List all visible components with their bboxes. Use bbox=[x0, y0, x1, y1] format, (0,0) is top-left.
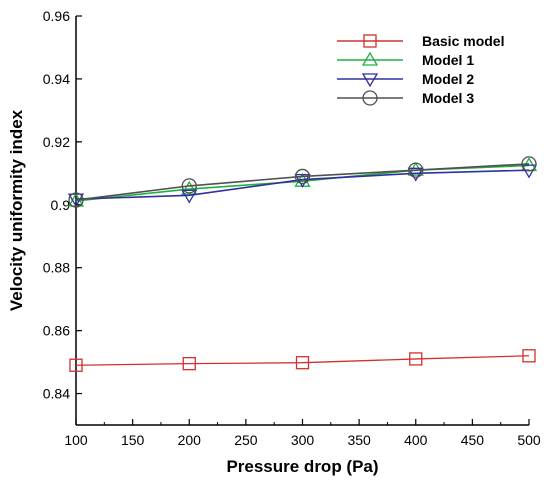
x-tick-label: 450 bbox=[461, 432, 485, 448]
y-tick-label: 0.94 bbox=[43, 71, 70, 87]
series-layer bbox=[67, 156, 538, 372]
legend-marker bbox=[363, 34, 377, 48]
y-tick-label: 0.96 bbox=[43, 8, 70, 24]
series-model-2 bbox=[67, 164, 538, 208]
data-point bbox=[408, 162, 424, 178]
legend-marker bbox=[361, 73, 379, 88]
x-tick-label: 400 bbox=[404, 432, 428, 448]
data-point bbox=[409, 352, 423, 366]
data-point bbox=[521, 156, 537, 172]
legend-entry: Model 3 bbox=[337, 90, 474, 106]
axes: 100 150 200 250 300 350 400 450 500 0.84 0.86 0.88 0… bbox=[43, 8, 541, 448]
data-point bbox=[520, 164, 538, 179]
x-axis-title: Pressure drop (Pa) bbox=[226, 457, 378, 476]
data-point bbox=[68, 192, 84, 208]
x-tick-label: 300 bbox=[291, 432, 315, 448]
series-line bbox=[75, 169, 530, 200]
legend-entry: Basic model bbox=[337, 33, 504, 49]
x-tick-label: 350 bbox=[347, 432, 371, 448]
series-basic-model bbox=[69, 349, 536, 372]
data-point bbox=[182, 356, 196, 371]
data-point bbox=[407, 167, 424, 182]
legend-marker bbox=[361, 51, 379, 66]
y-axis-title: Velocity uniformity index bbox=[7, 109, 26, 311]
x-tick-label: 100 bbox=[64, 432, 88, 448]
data-point bbox=[294, 168, 311, 185]
legend-entry: Model 2 bbox=[337, 71, 474, 88]
y-tick-label: 0.92 bbox=[43, 134, 70, 150]
x-tick-label: 500 bbox=[517, 432, 541, 448]
x-tick-label: 150 bbox=[121, 432, 145, 448]
data-point bbox=[294, 173, 311, 188]
y-tick-label: 0.86 bbox=[43, 323, 70, 339]
data-point bbox=[522, 349, 536, 363]
data-point bbox=[407, 161, 424, 176]
series-model-3 bbox=[68, 156, 537, 208]
data-point bbox=[181, 180, 198, 195]
data-point bbox=[181, 178, 197, 194]
data-point bbox=[69, 358, 83, 372]
series-line bbox=[75, 355, 530, 366]
legend-entry: Model 1 bbox=[337, 51, 474, 68]
y-tick-label: 0.84 bbox=[43, 386, 70, 402]
series-model-1 bbox=[67, 157, 538, 207]
legend-label: Model 3 bbox=[422, 90, 474, 106]
legend: Basic model Model 1 Model 2 Model 3 bbox=[337, 33, 504, 106]
legend-label: Model 1 bbox=[422, 52, 474, 68]
legend-label: Model 2 bbox=[422, 71, 474, 87]
legend-label: Basic model bbox=[422, 33, 504, 49]
series-line bbox=[75, 163, 530, 201]
x-tick-label: 250 bbox=[234, 432, 258, 448]
data-point bbox=[181, 189, 198, 204]
x-tick-label: 200 bbox=[178, 432, 202, 448]
y-tick-label: 0.88 bbox=[43, 260, 70, 276]
y-tick-label: 0.9 bbox=[51, 197, 71, 213]
data-point bbox=[295, 356, 310, 370]
legend-marker bbox=[362, 90, 378, 106]
